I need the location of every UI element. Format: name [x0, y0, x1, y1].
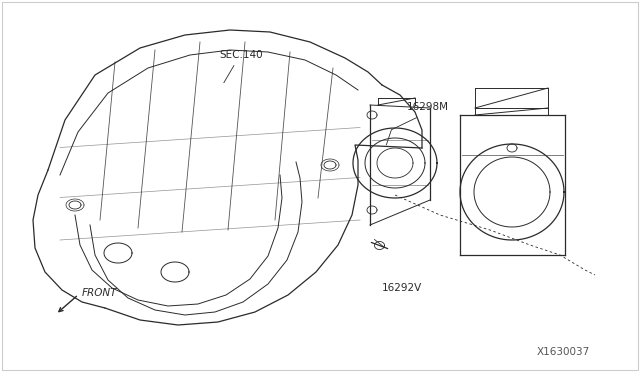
- Text: SEC.140: SEC.140: [219, 49, 262, 60]
- Text: 16298M: 16298M: [406, 102, 449, 112]
- Text: FRONT: FRONT: [82, 288, 117, 298]
- Text: 16292V: 16292V: [382, 283, 422, 293]
- Text: X1630037: X1630037: [537, 347, 590, 357]
